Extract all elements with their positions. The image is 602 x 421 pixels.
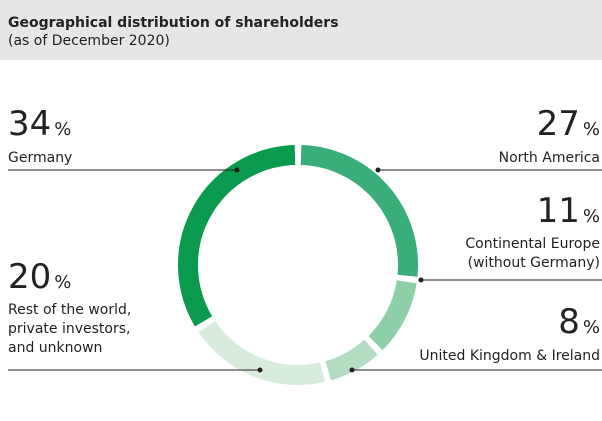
category-line: Germany xyxy=(8,150,72,166)
donut-segment xyxy=(198,320,325,385)
value-unit: % xyxy=(54,272,71,293)
category-label: Germany xyxy=(8,150,72,166)
chart-title: Geographical distribution of shareholder… xyxy=(8,15,339,31)
value-label: 20% xyxy=(8,257,71,297)
category-label: Rest of the world, private investors, and … xyxy=(8,302,131,356)
category-line: and unknown xyxy=(8,340,102,356)
donut-segment xyxy=(178,145,296,327)
category-line: (without Germany) xyxy=(468,255,600,271)
leader-dot xyxy=(375,167,381,173)
value-label: 34% xyxy=(8,104,71,144)
category-label: North America xyxy=(499,150,600,166)
value-number: 11 xyxy=(537,191,580,231)
value-number: 34 xyxy=(8,104,51,144)
leader-dot xyxy=(257,367,263,373)
chart-subtitle: (as of December 2020) xyxy=(8,33,170,49)
category-line: North America xyxy=(499,150,600,166)
value-label: 11% xyxy=(537,191,600,231)
donut-segment xyxy=(325,339,378,381)
leader-dot xyxy=(234,167,240,173)
category-label: United Kingdom & Ireland xyxy=(419,348,600,364)
category-line: United Kingdom & Ireland xyxy=(419,348,600,364)
leader-dot xyxy=(418,277,424,283)
value-number: 27 xyxy=(537,104,580,144)
value-label: 8% xyxy=(558,302,600,342)
value-unit: % xyxy=(54,119,71,140)
value-number: 8 xyxy=(558,302,580,342)
leader-dot xyxy=(349,367,355,373)
donut-segment xyxy=(300,145,418,277)
value-label: 27% xyxy=(537,104,600,144)
value-unit: % xyxy=(583,206,600,227)
value-number: 20 xyxy=(8,257,51,297)
category-line: Continental Europe xyxy=(465,236,600,252)
category-line: Rest of the world, xyxy=(8,302,131,318)
category-label: Continental Europe (without Germany) xyxy=(465,236,600,271)
value-unit: % xyxy=(583,119,600,140)
header-band xyxy=(0,0,602,60)
donut-segment xyxy=(368,279,417,351)
value-unit: % xyxy=(583,317,600,338)
category-line: private investors, xyxy=(8,321,130,337)
